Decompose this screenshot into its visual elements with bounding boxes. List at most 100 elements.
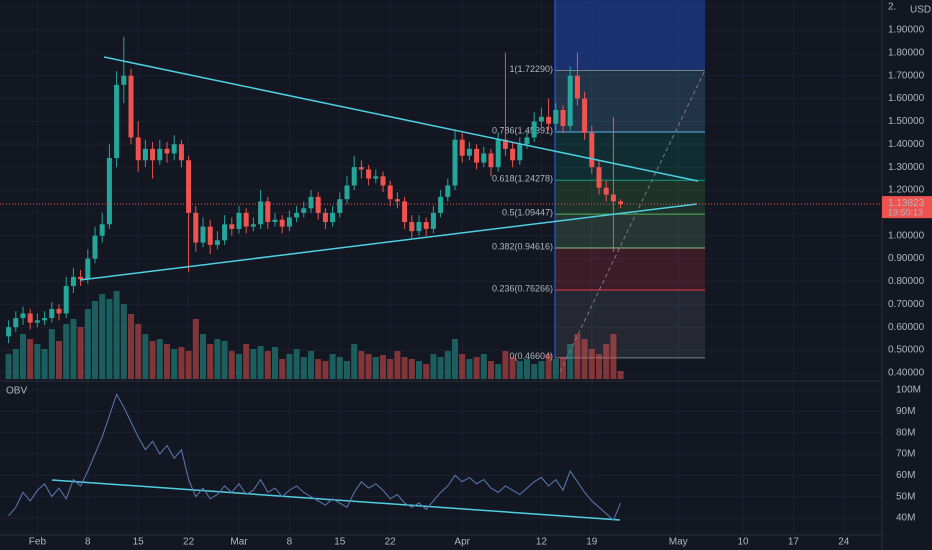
currency: USD (910, 5, 931, 16)
volume-bar (120, 304, 127, 379)
volume-bar (12, 349, 19, 379)
candle-body (20, 313, 26, 319)
y-tick-label: 1.50000 (888, 116, 925, 127)
candle-body (596, 167, 602, 188)
volume-bar (459, 354, 466, 379)
candle-body (186, 160, 192, 213)
candle-body (502, 139, 508, 149)
candle-body (517, 144, 523, 161)
candle-body (85, 258, 91, 280)
volume-bar (315, 359, 322, 379)
volume-bar (5, 354, 12, 379)
candle-body (92, 235, 98, 259)
volume-bar (20, 334, 26, 379)
volume-bar (264, 351, 271, 379)
volume-bar (466, 359, 473, 379)
volume-bar (257, 346, 264, 379)
candle-body (430, 212, 436, 229)
y-tick-label: 0.60000 (888, 322, 925, 333)
candle-body (495, 139, 501, 168)
candle-body (286, 217, 292, 227)
volume-bar (236, 354, 242, 379)
candle-body (63, 286, 69, 314)
candle-body (294, 212, 300, 218)
volume-bar (394, 351, 401, 379)
volume-bar (538, 361, 545, 379)
x-tick-label: 17 (788, 537, 800, 548)
candle-body (265, 201, 271, 223)
volume-bar (567, 344, 574, 379)
volume-bar (380, 355, 386, 379)
candle-body (13, 318, 19, 328)
volume-bar (92, 301, 98, 379)
volume-bar (279, 359, 286, 379)
volume-bar (423, 364, 430, 379)
volume-bar (430, 354, 437, 379)
candle-body (553, 109, 559, 124)
volume-bar (416, 361, 422, 379)
volume-bar (27, 339, 34, 379)
volume-bar (387, 359, 394, 379)
fib-zone (555, 214, 705, 249)
y-tick-label: 0.50000 (888, 345, 925, 356)
candle-body (567, 75, 573, 126)
candle-body (358, 167, 364, 170)
volume-bar (516, 361, 523, 379)
grid (0, 0, 882, 535)
trendline (79, 203, 698, 281)
volume-bar (308, 351, 314, 379)
fib-zone (555, 248, 705, 290)
candle-body (560, 109, 566, 126)
volume-bar (617, 371, 624, 379)
candles (6, 36, 624, 344)
candle-body (459, 139, 465, 156)
fib-label: 0.236(0.76266) (492, 283, 553, 293)
candle-body (250, 224, 256, 227)
candle-body (200, 226, 206, 243)
y-tick-label: 80M (896, 427, 915, 438)
volume-bar (77, 327, 84, 379)
volume-bar (48, 329, 55, 379)
candle-body (78, 276, 84, 280)
y-tick-label: 70M (896, 449, 915, 460)
candle-body (618, 201, 624, 205)
candle-body (409, 222, 415, 232)
candle-body (351, 167, 357, 186)
volume-bar (322, 361, 329, 379)
volume-bar (243, 344, 250, 379)
volume-bar (509, 357, 516, 379)
candle-body (387, 185, 393, 200)
volume-bar (444, 351, 451, 379)
volume-bar (480, 354, 487, 379)
x-tick-label: 10 (737, 537, 749, 548)
volume-bar (192, 319, 199, 379)
volume-bar (56, 341, 62, 379)
candle-body (121, 75, 127, 85)
volume-bar (164, 344, 170, 379)
candle-body (308, 196, 314, 209)
fib-label: 1(1.72290) (509, 64, 553, 74)
candle-body (474, 148, 480, 163)
x-tick-label: May (669, 537, 688, 548)
candle-body (423, 222, 429, 229)
x-tick-label: 22 (385, 537, 397, 548)
volume-bar (41, 349, 48, 379)
volume-bar (372, 357, 379, 379)
x-tick-label: Feb (29, 537, 47, 548)
volume-bar (495, 364, 502, 379)
candle-body (524, 137, 530, 145)
last-price-box (882, 196, 932, 219)
candle-body (466, 148, 472, 156)
candle-body (330, 212, 336, 223)
candle-body (445, 185, 451, 197)
candle-body (603, 187, 609, 195)
candle-body (279, 219, 285, 227)
volume-bar (70, 319, 77, 379)
volume-bar (401, 357, 408, 379)
y-tick-label: 100M (896, 385, 921, 396)
candle-body (610, 194, 616, 202)
candle-body (193, 212, 199, 243)
volume-bar (221, 341, 228, 379)
volume-bar (128, 314, 134, 379)
candle-body (258, 201, 264, 225)
